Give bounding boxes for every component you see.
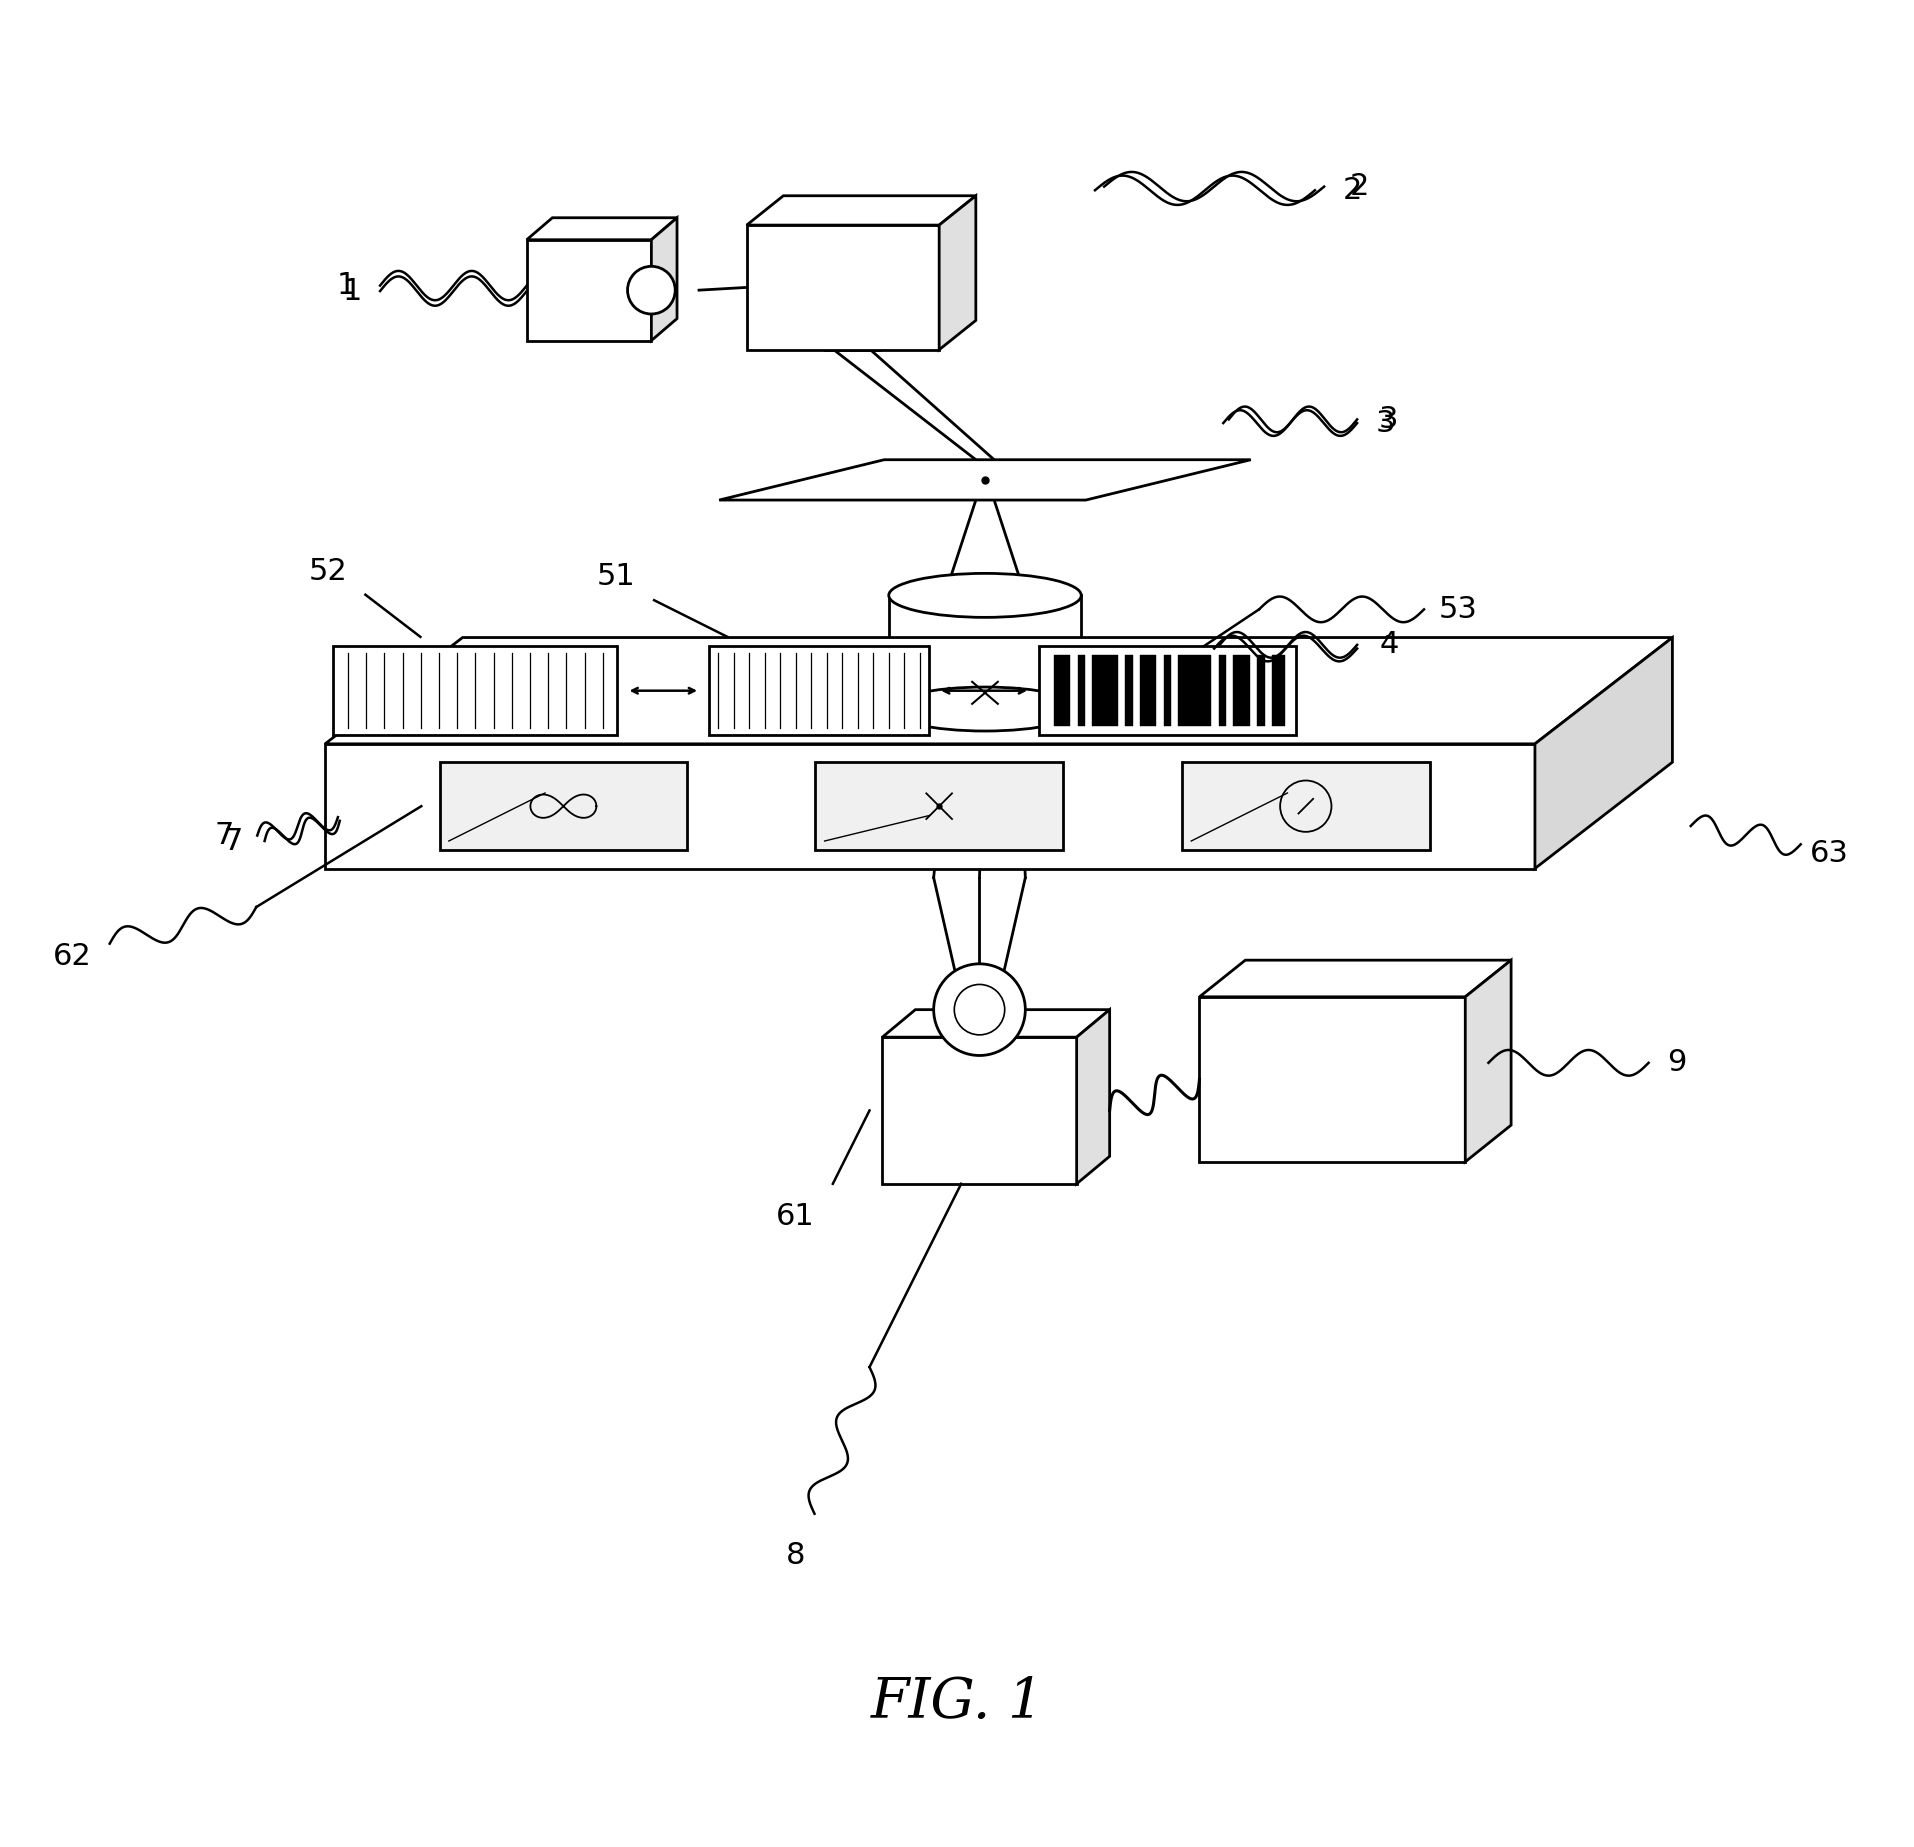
- Polygon shape: [1181, 763, 1428, 850]
- Text: 61: 61: [775, 1202, 813, 1232]
- Polygon shape: [746, 225, 938, 349]
- Polygon shape: [938, 196, 976, 349]
- Polygon shape: [888, 595, 1081, 709]
- Polygon shape: [1464, 960, 1510, 1162]
- Polygon shape: [325, 744, 1535, 868]
- Text: 52: 52: [308, 556, 346, 585]
- Text: 53: 53: [1437, 595, 1478, 624]
- Ellipse shape: [888, 687, 1081, 731]
- Polygon shape: [651, 218, 678, 340]
- Circle shape: [934, 964, 1024, 1055]
- Polygon shape: [325, 637, 1671, 744]
- Polygon shape: [333, 646, 616, 735]
- Text: 1: 1: [343, 277, 362, 305]
- Polygon shape: [746, 196, 976, 225]
- Text: 3: 3: [1374, 408, 1393, 438]
- Text: 7: 7: [224, 826, 243, 855]
- Text: 62: 62: [52, 942, 92, 972]
- Text: 9: 9: [1665, 1049, 1686, 1077]
- Polygon shape: [1039, 646, 1296, 735]
- Polygon shape: [1271, 656, 1284, 726]
- Polygon shape: [882, 1010, 1108, 1038]
- Polygon shape: [1078, 656, 1085, 726]
- Text: 7: 7: [214, 822, 234, 850]
- Polygon shape: [1164, 656, 1171, 726]
- Polygon shape: [882, 1038, 1076, 1184]
- Polygon shape: [1198, 997, 1464, 1162]
- Polygon shape: [1233, 656, 1250, 726]
- Polygon shape: [526, 218, 678, 240]
- Polygon shape: [1217, 656, 1225, 726]
- Polygon shape: [1535, 637, 1671, 868]
- Polygon shape: [1053, 656, 1070, 726]
- Text: FIG. 1: FIG. 1: [871, 1675, 1043, 1731]
- Text: 4: 4: [1374, 634, 1393, 663]
- Text: 2: 2: [1342, 175, 1361, 205]
- Text: 8: 8: [785, 1540, 806, 1570]
- Polygon shape: [1125, 656, 1131, 726]
- Polygon shape: [720, 460, 1250, 501]
- Text: 4: 4: [1378, 630, 1397, 659]
- Circle shape: [628, 266, 676, 314]
- Polygon shape: [1091, 656, 1118, 726]
- Polygon shape: [1257, 656, 1263, 726]
- Polygon shape: [1177, 656, 1212, 726]
- Polygon shape: [1076, 1010, 1108, 1184]
- Text: 1: 1: [337, 272, 356, 299]
- Polygon shape: [708, 646, 928, 735]
- Polygon shape: [1139, 656, 1156, 726]
- Text: 3: 3: [1378, 404, 1397, 434]
- Ellipse shape: [888, 573, 1081, 617]
- Text: 2: 2: [1349, 172, 1369, 201]
- Polygon shape: [526, 240, 651, 340]
- Text: 51: 51: [597, 561, 635, 591]
- Text: 63: 63: [1809, 839, 1847, 868]
- Polygon shape: [440, 763, 687, 850]
- Polygon shape: [815, 763, 1062, 850]
- Polygon shape: [1198, 960, 1510, 997]
